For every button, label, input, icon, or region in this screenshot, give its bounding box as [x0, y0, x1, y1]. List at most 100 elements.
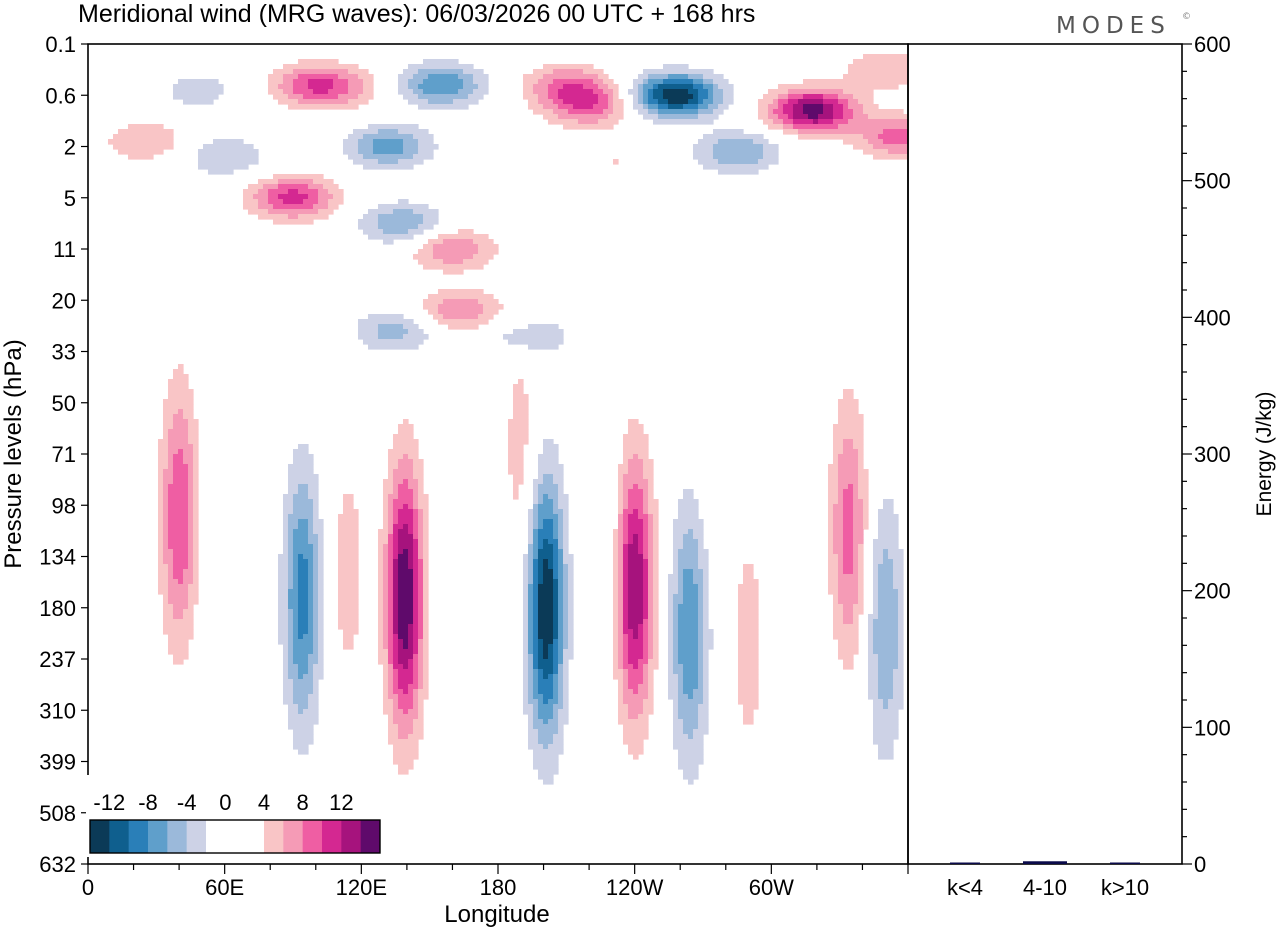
energy-bar — [950, 862, 980, 864]
heat-cell — [833, 514, 844, 520]
heat-cell — [383, 584, 389, 590]
heat-cell — [513, 484, 519, 490]
heat-cell — [648, 109, 659, 115]
heat-cell — [403, 334, 429, 340]
heat-cell — [633, 509, 639, 515]
heat-cell — [703, 669, 709, 675]
heat-cell — [838, 584, 859, 590]
heat-cell — [193, 559, 199, 565]
heat-cell — [538, 544, 544, 550]
heat-cell — [283, 79, 294, 85]
heat-cell — [838, 404, 859, 410]
heat-cell — [293, 614, 299, 620]
heat-cell — [168, 499, 189, 505]
heat-cell — [158, 479, 164, 485]
heat-cell — [593, 79, 604, 85]
heat-cell — [348, 154, 364, 160]
heat-cell — [543, 64, 594, 70]
y-tick-label: 33 — [52, 340, 76, 365]
heat-cell — [678, 759, 704, 765]
heat-cell — [163, 469, 174, 475]
heat-cell — [168, 584, 189, 590]
heat-cell — [518, 379, 524, 385]
heat-cell — [623, 494, 629, 500]
heat-cell — [393, 509, 399, 515]
heat-cell — [843, 89, 874, 95]
heat-cell — [853, 609, 864, 615]
heat-cell — [563, 684, 569, 690]
heat-cell — [163, 599, 169, 605]
heat-cell — [308, 704, 319, 710]
heat-cell — [188, 594, 199, 600]
heat-cell — [693, 729, 709, 735]
heat-cell — [523, 564, 529, 570]
heat-cell — [553, 509, 564, 515]
heat-cell — [858, 449, 864, 455]
heat-cell — [383, 674, 389, 680]
heat-cell — [623, 439, 649, 445]
heat-cell — [833, 439, 844, 445]
heat-cell — [563, 599, 569, 605]
heat-cell — [643, 704, 654, 710]
heat-cell — [168, 594, 189, 600]
heat-cell — [803, 94, 824, 100]
y-tick-label: 11 — [53, 237, 76, 262]
heat-cell — [348, 99, 369, 105]
heat-cell — [293, 679, 314, 685]
heat-cell — [873, 629, 899, 635]
heat-cell — [618, 599, 624, 605]
heat-cell — [278, 604, 289, 610]
heat-cell — [618, 539, 624, 545]
heat-cell — [613, 614, 619, 620]
heat-cell — [183, 449, 194, 455]
heat-cell — [288, 189, 299, 195]
heat-cell — [403, 644, 409, 650]
heat-cell — [553, 734, 564, 740]
heat-cell — [638, 84, 644, 90]
heat-cell — [163, 414, 174, 420]
heat-cell — [553, 704, 564, 710]
heat-cell — [563, 84, 584, 90]
heat-cell — [418, 559, 424, 565]
heat-cell — [163, 504, 169, 510]
heat-cell — [283, 529, 289, 535]
heat-cell — [773, 119, 784, 125]
heat-cell — [878, 659, 899, 665]
heat-cell — [543, 474, 554, 480]
heat-cell — [828, 554, 839, 560]
heat-cell — [528, 599, 534, 605]
heat-cell — [823, 94, 839, 100]
heat-cell — [318, 649, 324, 655]
heat-cell — [528, 604, 534, 610]
heat-cell — [678, 574, 684, 580]
y-tick-label: 5 — [64, 186, 76, 211]
heat-cell — [558, 639, 564, 645]
heat-cell — [558, 659, 564, 665]
heat-cell — [393, 699, 399, 705]
heat-cell — [838, 654, 854, 660]
heat-cell — [618, 614, 624, 620]
heat-cell — [693, 154, 714, 160]
heat-cell — [423, 529, 429, 535]
heat-cell — [688, 734, 694, 740]
heat-cell — [388, 569, 394, 575]
heat-cell — [798, 99, 824, 105]
heat-cell — [398, 559, 409, 565]
heat-cell — [423, 244, 434, 250]
heat-cell — [668, 604, 674, 610]
colorbar-swatch — [109, 820, 130, 853]
heat-cell — [388, 589, 394, 595]
heat-cell — [278, 609, 289, 615]
heat-cell — [413, 569, 419, 575]
heat-cell — [843, 544, 854, 550]
heat-cell — [873, 599, 879, 605]
heat-cell — [628, 534, 634, 540]
heat-cell — [538, 454, 559, 460]
heat-cell — [378, 324, 404, 330]
heat-cell — [413, 254, 434, 260]
heat-cell — [673, 649, 679, 655]
heat-cell — [408, 454, 419, 460]
heat-cell — [633, 484, 639, 490]
heat-cell — [623, 489, 629, 495]
heat-cell — [618, 624, 624, 630]
